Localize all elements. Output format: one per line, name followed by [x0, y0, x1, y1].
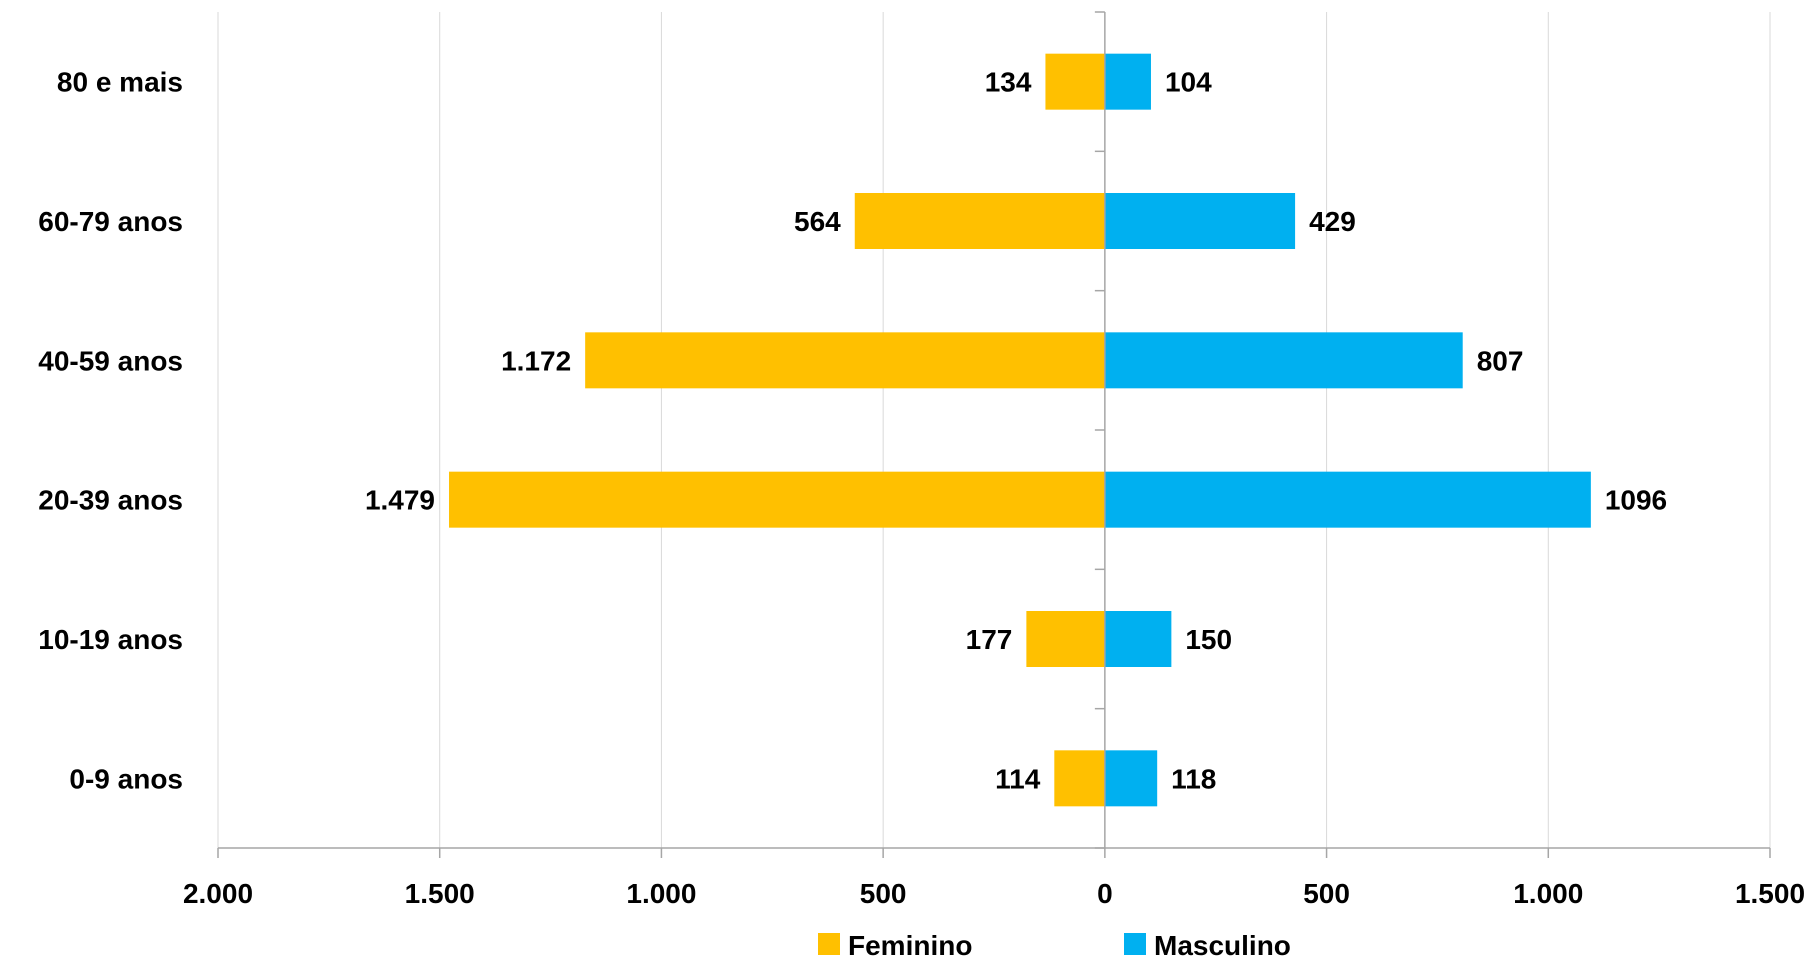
data-label-feminino: 177 [966, 624, 1013, 655]
data-label-masculino: 118 [1171, 763, 1216, 794]
data-label-masculino: 429 [1309, 206, 1356, 237]
bar-masculino [1104, 471, 1591, 528]
bar-feminino [1045, 53, 1105, 110]
x-tick-label: 0 [1097, 878, 1113, 909]
data-label-masculino: 1096 [1605, 485, 1667, 516]
data-label-feminino: 1.172 [501, 345, 571, 376]
legend-label-masculino: Masculino [1154, 930, 1291, 961]
data-label-masculino: 150 [1185, 624, 1232, 655]
bar-feminino [1054, 750, 1105, 807]
bar-feminino [449, 471, 1105, 528]
data-label-feminino: 134 [985, 67, 1032, 98]
x-tick-label: 1.000 [626, 878, 696, 909]
legend-swatch-masculino [1124, 933, 1146, 955]
data-label-masculino: 807 [1477, 345, 1524, 376]
category-labels: 0-9 anos 10-19 anos 20-39 anos 40-59 anos 60… [38, 67, 183, 795]
x-tick-label: 1.500 [1735, 878, 1805, 909]
bar-masculino [1104, 611, 1172, 667]
gridlines [217, 12, 1771, 848]
data-label-feminino: 564 [794, 206, 841, 237]
x-tick-labels: 2.000 1.500 1.000 500 0 500 1.000 1.500 [183, 878, 1805, 909]
bar-masculino [1104, 53, 1151, 110]
legend-swatch-feminino [818, 933, 840, 955]
bar-feminino [585, 332, 1105, 389]
data-label-feminino: 114 [995, 763, 1041, 794]
category-label: 40-59 anos [38, 345, 183, 376]
data-label-masculino: 104 [1165, 67, 1212, 98]
x-tick-label: 500 [860, 878, 907, 909]
legend: Feminino Masculino [818, 930, 1291, 961]
data-labels: 114 177 1.479 1.172 564 134 118 150 1096 807 429 10… [365, 67, 1667, 795]
category-label: 10-19 anos [38, 624, 183, 655]
bar-masculino [1104, 193, 1296, 249]
category-label: 80 e mais [57, 67, 183, 98]
x-tick-label: 1.500 [405, 878, 475, 909]
category-label: 0-9 anos [69, 763, 183, 794]
x-tick-label: 500 [1303, 878, 1350, 909]
data-label-feminino: 1.479 [365, 485, 435, 516]
bar-feminino [1026, 611, 1105, 667]
category-label: 60-79 anos [38, 206, 183, 237]
bar-feminino [854, 193, 1105, 249]
bar-masculino [1104, 750, 1158, 807]
x-tick-label: 1.000 [1513, 878, 1583, 909]
legend-label-feminino: Feminino [848, 930, 972, 961]
category-label: 20-39 anos [38, 485, 183, 516]
bars [449, 53, 1591, 807]
x-tick-label: 2.000 [183, 878, 253, 909]
axes [217, 11, 1771, 858]
bar-masculino [1104, 332, 1463, 389]
